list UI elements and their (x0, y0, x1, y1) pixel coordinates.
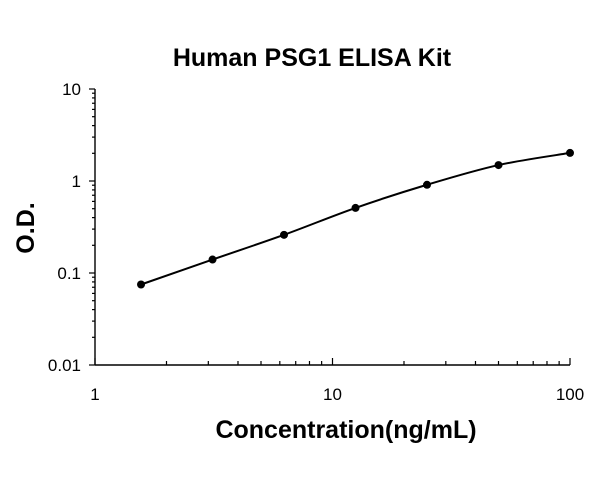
y-axis-label: O.D. (12, 202, 40, 253)
y-axis: 0.01 0.1 1 10 (48, 80, 96, 375)
x-tick-label: 100 (556, 385, 584, 404)
x-tick-label: 10 (323, 385, 342, 404)
y-tick-label: 1 (72, 172, 81, 191)
data-point (423, 180, 432, 189)
y-tick-label: 0.1 (57, 264, 81, 283)
data-point (494, 161, 503, 170)
data-points (137, 148, 574, 289)
x-axis-label: Concentration(ng/mL) (215, 416, 476, 444)
fit-curve (140, 151, 571, 286)
y-tick-label: 0.01 (48, 356, 81, 375)
y-tick-label: 10 (62, 80, 81, 99)
data-point (137, 280, 146, 289)
data-point (566, 148, 574, 157)
data-point (351, 203, 360, 212)
data-point (208, 255, 217, 264)
data-point (280, 230, 289, 239)
x-tick-label: 1 (90, 385, 99, 404)
x-axis: 1 10 100 (90, 358, 584, 404)
chart-title: Human PSG1 ELISA Kit (173, 44, 452, 72)
